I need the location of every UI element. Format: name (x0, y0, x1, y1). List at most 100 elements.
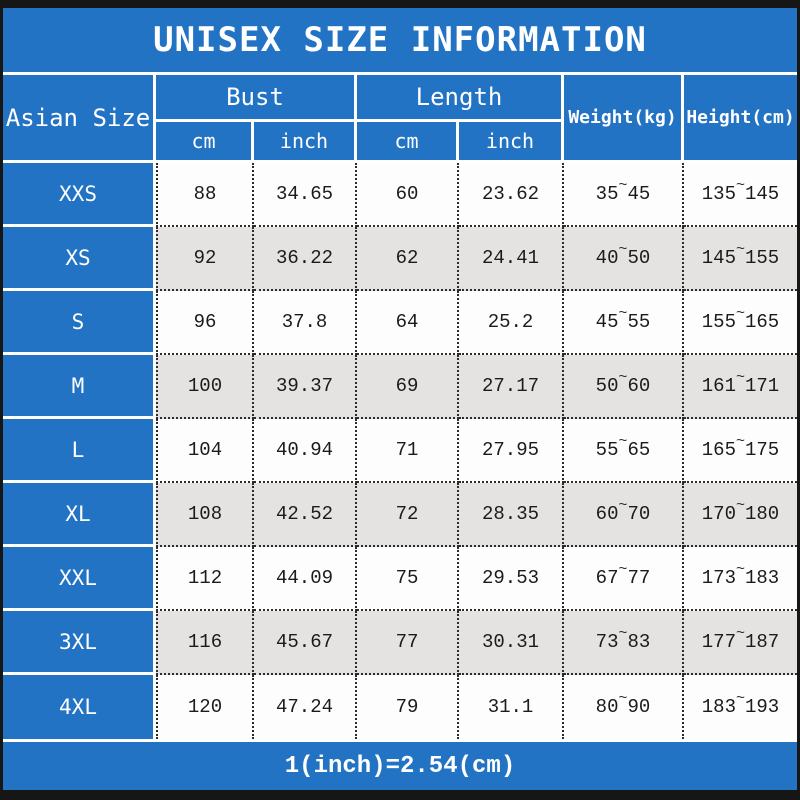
tilde-separator: ~ (618, 496, 628, 514)
cell-weight-range: 73 ~ 83 (564, 611, 684, 675)
table-row-xl: XL 108 42.52 72 28.35 60 ~ 70 170 ~ 180 (3, 483, 797, 547)
table-row-3xl: 3XL 116 45.67 77 30.31 73 ~ 83 177 ~ 187 (3, 611, 797, 675)
cell-length-inch: 31.1 (459, 675, 564, 739)
tilde-separator: ~ (735, 432, 745, 450)
height-min: 155 (701, 311, 736, 333)
table-row-xxs: XXS 88 34.65 60 23.62 35 ~ 45 135 ~ 145 (3, 163, 797, 227)
height-max: 175 (745, 439, 780, 461)
weight-max: 83 (627, 631, 651, 653)
cell-weight-range: 50 ~ 60 (564, 355, 684, 419)
cell-bust-inch: 36.22 (254, 227, 357, 291)
size-label: 3XL (3, 611, 156, 675)
weight-min: 50 (595, 375, 619, 397)
weight-min: 40 (595, 247, 619, 269)
table-row-xs: XS 92 36.22 62 24.41 40 ~ 50 145 ~ 155 (3, 227, 797, 291)
size-label: M (3, 355, 156, 419)
cell-height-range: 135 ~ 145 (684, 163, 797, 227)
cell-height-range: 183 ~ 193 (684, 675, 797, 739)
size-label: S (3, 291, 156, 355)
table-row-s: S 96 37.8 64 25.2 45 ~ 55 155 ~ 165 (3, 291, 797, 355)
cell-bust-cm: 92 (156, 227, 254, 291)
weight-max: 50 (627, 247, 651, 269)
tilde-separator: ~ (618, 624, 628, 642)
cell-bust-inch: 37.8 (254, 291, 357, 355)
tilde-separator: ~ (735, 176, 745, 194)
cell-length-cm: 60 (357, 163, 459, 227)
weight-max: 90 (627, 696, 651, 718)
cell-bust-cm: 120 (156, 675, 254, 739)
weight-max: 60 (627, 375, 651, 397)
size-label: XXL (3, 547, 156, 611)
weight-min: 45 (595, 311, 619, 333)
cell-bust-cm: 100 (156, 355, 254, 419)
cell-length-cm: 77 (357, 611, 459, 675)
weight-min: 73 (595, 631, 619, 653)
header-bust-inch: inch (254, 122, 354, 160)
page-title: UNISEX SIZE INFORMATION (153, 20, 647, 60)
height-min: 183 (701, 696, 736, 718)
cell-height-range: 177 ~ 187 (684, 611, 797, 675)
cell-length-cm: 72 (357, 483, 459, 547)
weight-min: 60 (595, 503, 619, 525)
height-max: 193 (745, 696, 780, 718)
cell-weight-range: 80 ~ 90 (564, 675, 684, 739)
header-length-cm: cm (357, 122, 456, 160)
cell-bust-inch: 47.24 (254, 675, 357, 739)
tilde-separator: ~ (618, 368, 628, 386)
weight-min: 80 (595, 696, 619, 718)
top-black-bar (3, 0, 797, 8)
height-max: 180 (745, 503, 780, 525)
tilde-separator: ~ (735, 304, 745, 322)
cell-weight-range: 60 ~ 70 (564, 483, 684, 547)
table-row-xxl: XXL 112 44.09 75 29.53 67 ~ 77 173 ~ 183 (3, 547, 797, 611)
cell-length-inch: 29.53 (459, 547, 564, 611)
table-row-4xl: 4XL 120 47.24 79 31.1 80 ~ 90 183 ~ 193 (3, 675, 797, 739)
height-min: 173 (701, 567, 736, 589)
weight-min: 35 (595, 183, 619, 205)
cell-bust-inch: 39.37 (254, 355, 357, 419)
cell-bust-cm: 88 (156, 163, 254, 227)
height-min: 165 (701, 439, 736, 461)
header-asian-size: Asian Size (3, 75, 153, 160)
table-body: XXS 88 34.65 60 23.62 35 ~ 45 135 ~ 145 … (3, 163, 797, 739)
cell-length-inch: 24.41 (459, 227, 564, 291)
weight-max: 45 (627, 183, 651, 205)
cell-bust-inch: 42.52 (254, 483, 357, 547)
weight-max: 77 (627, 567, 651, 589)
height-min: 145 (701, 247, 736, 269)
cell-length-inch: 25.2 (459, 291, 564, 355)
tilde-separator: ~ (618, 240, 628, 258)
cell-height-range: 161 ~ 171 (684, 355, 797, 419)
weight-max: 65 (627, 439, 651, 461)
cell-height-range: 170 ~ 180 (684, 483, 797, 547)
cell-length-cm: 71 (357, 419, 459, 483)
tilde-separator: ~ (735, 624, 745, 642)
tilde-separator: ~ (735, 496, 745, 514)
cell-length-inch: 23.62 (459, 163, 564, 227)
weight-max: 70 (627, 503, 651, 525)
cell-length-cm: 79 (357, 675, 459, 739)
tilde-separator: ~ (618, 176, 628, 194)
cell-length-cm: 69 (357, 355, 459, 419)
title-band: UNISEX SIZE INFORMATION (3, 8, 797, 72)
cell-length-inch: 30.31 (459, 611, 564, 675)
height-min: 170 (701, 503, 736, 525)
cell-length-cm: 64 (357, 291, 459, 355)
header-bust: Bust (156, 75, 354, 119)
bottom-black-bar (3, 790, 797, 800)
tilde-separator: ~ (618, 560, 628, 578)
table-header: Asian Size Bust Length cm inch cm inch W… (3, 75, 797, 163)
cell-bust-cm: 108 (156, 483, 254, 547)
header-bust-cm: cm (156, 122, 251, 160)
divider (3, 72, 797, 75)
size-label: 4XL (3, 675, 156, 739)
size-label: XS (3, 227, 156, 291)
cell-height-range: 145 ~ 155 (684, 227, 797, 291)
weight-min: 67 (595, 567, 619, 589)
size-label: XXS (3, 163, 156, 227)
cell-bust-inch: 40.94 (254, 419, 357, 483)
cell-height-range: 165 ~ 175 (684, 419, 797, 483)
height-max: 155 (745, 247, 780, 269)
height-max: 145 (745, 183, 780, 205)
